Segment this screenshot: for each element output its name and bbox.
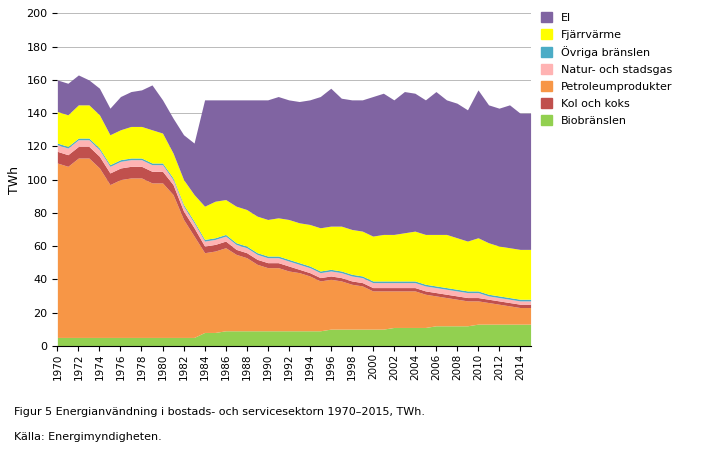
- Legend: El, Fjärrvärme, Övriga bränslen, Natur- och stadsgas, Petroleumprodukter, Kol oc: El, Fjärrvärme, Övriga bränslen, Natur- …: [541, 13, 673, 126]
- Text: Figur 5 Energianvändning i bostads- och servicesektorn 1970–2015, TWh.: Figur 5 Energianvändning i bostads- och …: [14, 407, 425, 417]
- Y-axis label: TWh: TWh: [8, 166, 21, 194]
- Text: Källa: Energimyndigheten.: Källa: Energimyndigheten.: [14, 432, 162, 442]
